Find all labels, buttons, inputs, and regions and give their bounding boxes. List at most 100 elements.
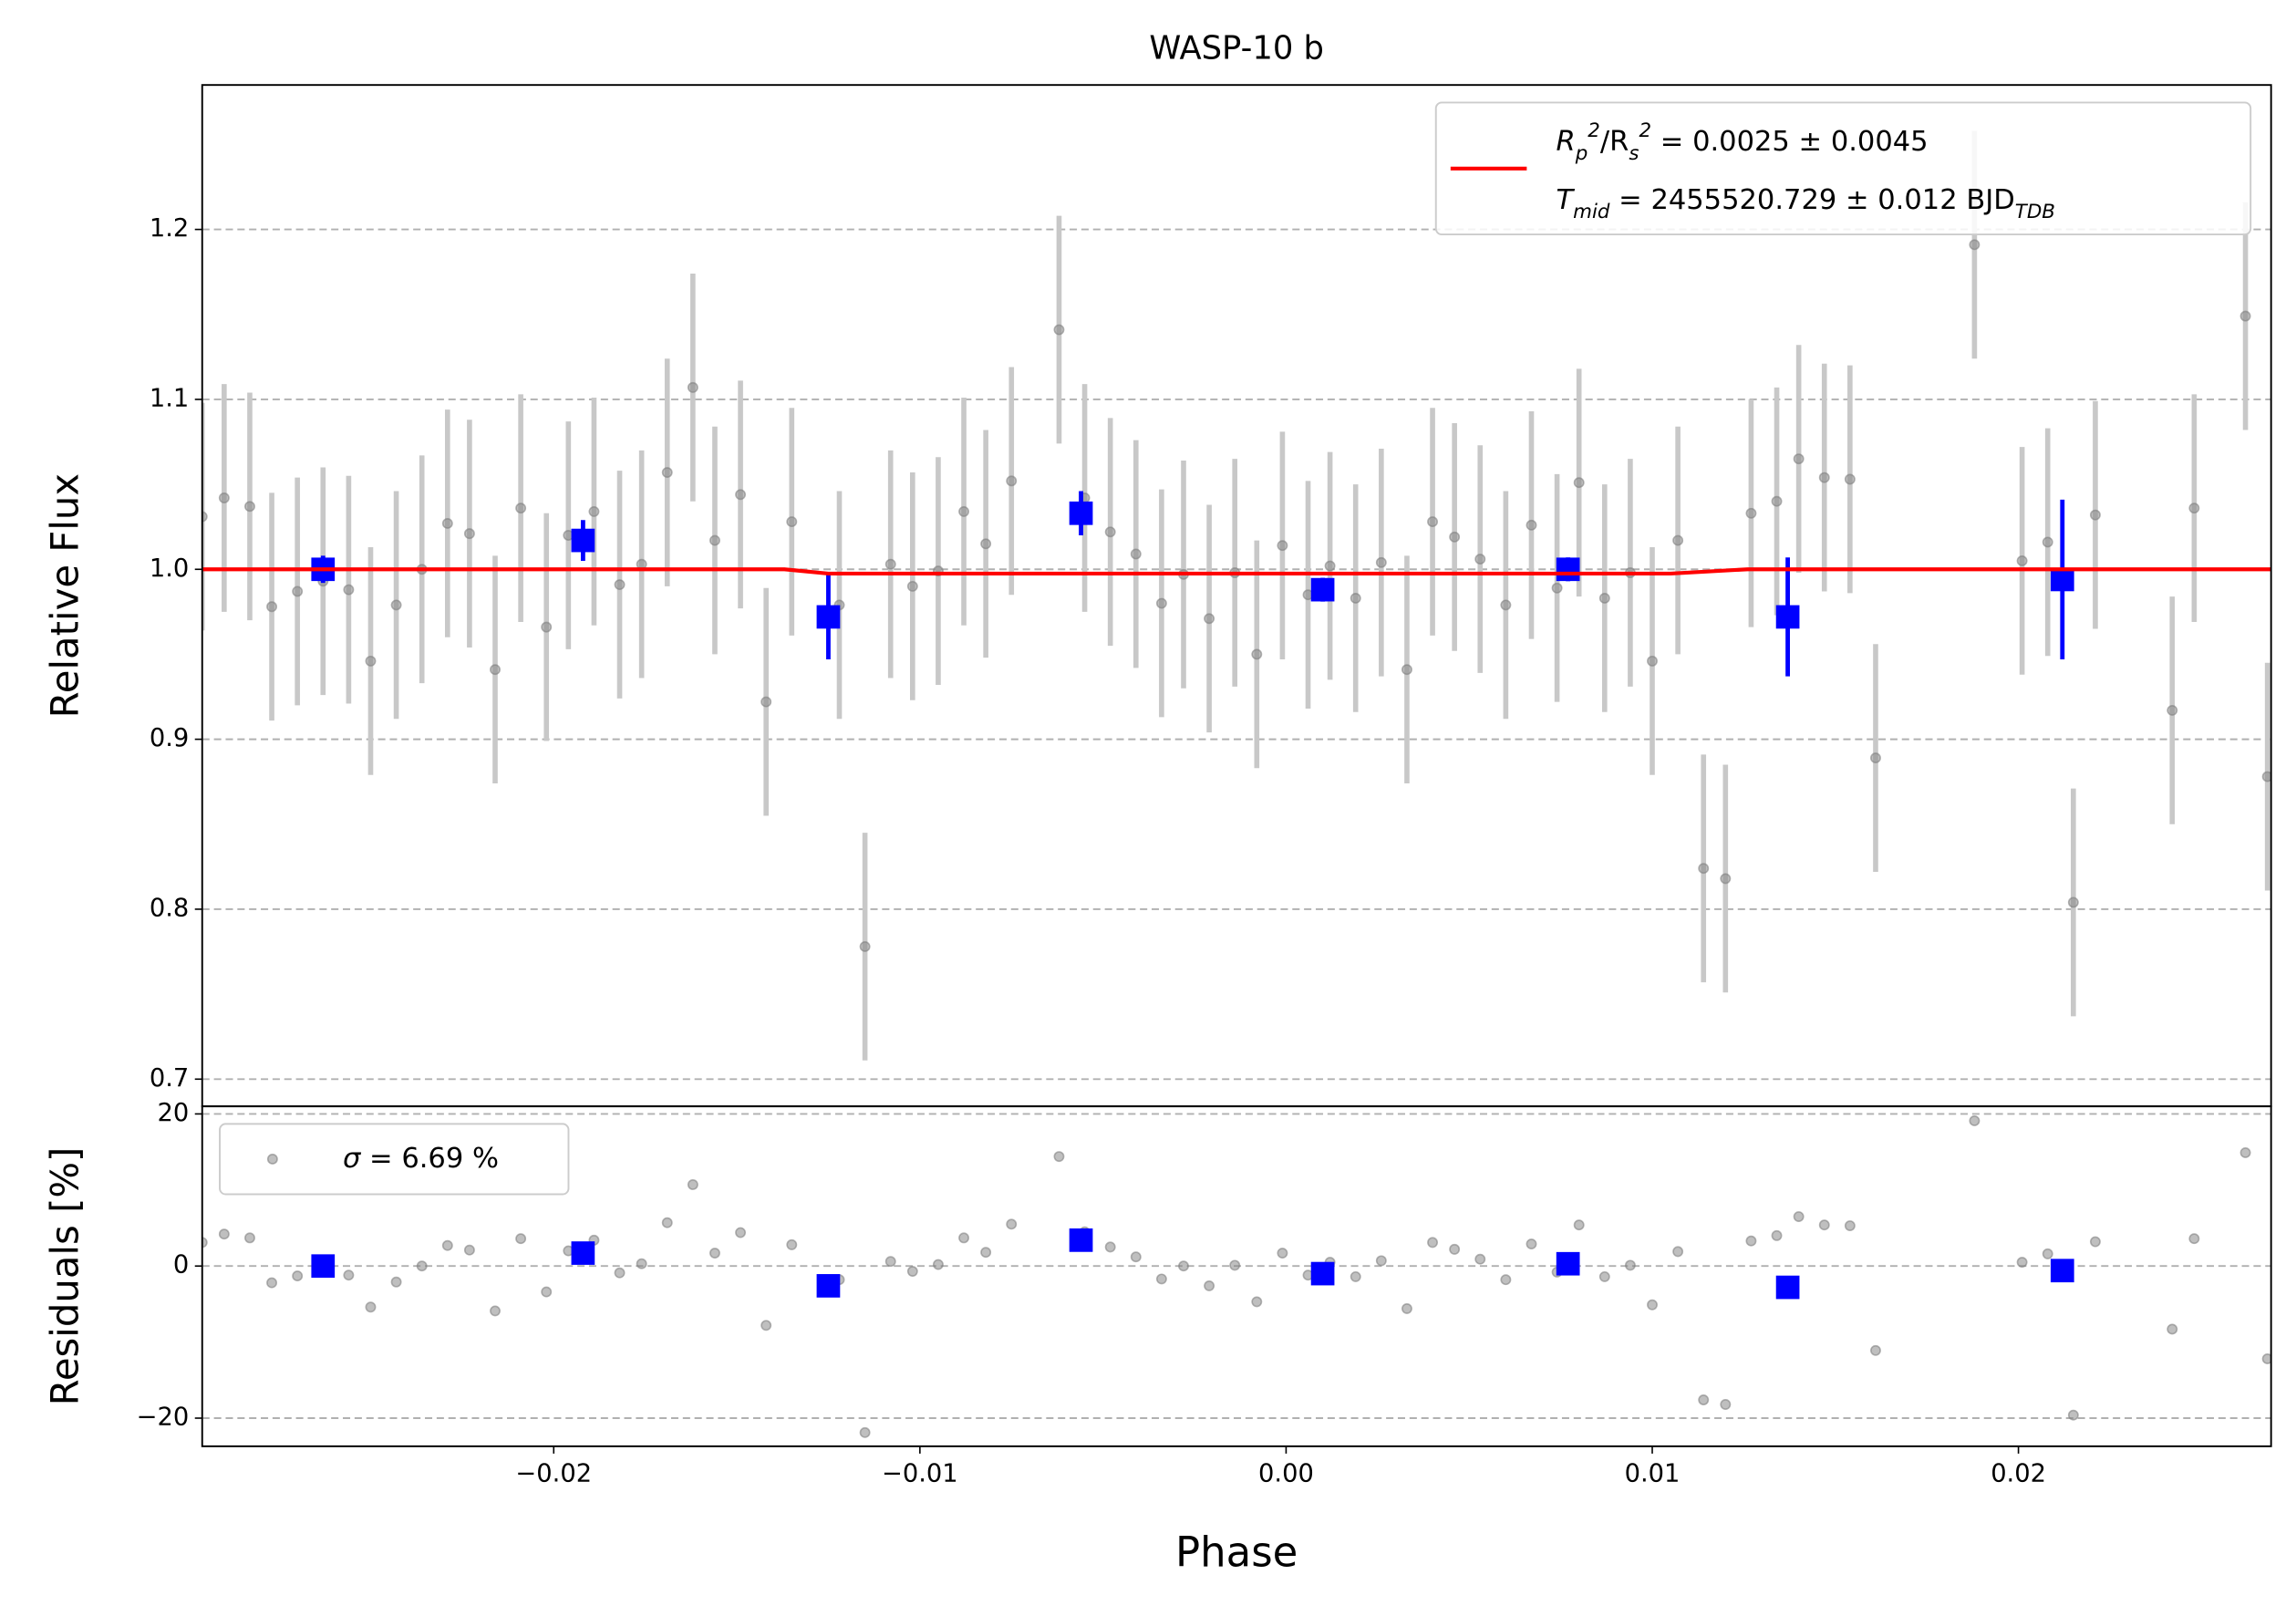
data-point [2089, 509, 2101, 521]
data-point [1745, 507, 1757, 519]
data-point [614, 1267, 626, 1279]
chart-title: WASP-10 b [1149, 29, 1324, 67]
data-point [958, 1232, 969, 1244]
data-point [1745, 1235, 1757, 1247]
data-point [1525, 519, 1537, 531]
data-point [490, 1305, 501, 1317]
y-tick-label: −20 [137, 1404, 190, 1432]
data-point [1277, 1248, 1288, 1259]
data-point [541, 1286, 553, 1298]
data-point [1053, 324, 1065, 336]
data-point [1401, 664, 1412, 676]
data-point [441, 1239, 453, 1251]
data-point [1104, 526, 1116, 538]
data-point [1204, 1280, 1215, 1291]
data-point [1771, 1229, 1783, 1241]
data-point [1375, 556, 1387, 568]
data-point [735, 1227, 747, 1238]
x-tick-label: 0.00 [1258, 1459, 1314, 1487]
data-point [786, 516, 798, 528]
binned-point [816, 1274, 841, 1298]
binned-point [311, 1254, 336, 1279]
data-point [2188, 1233, 2200, 1245]
data-point [343, 584, 355, 596]
legend-text: = 0.0025 ± 0.0045 [1651, 125, 1929, 157]
data-point [1870, 752, 1881, 764]
data-point [760, 696, 772, 708]
data-point [390, 599, 402, 611]
data-point [1053, 1151, 1065, 1163]
data-point [515, 1233, 527, 1245]
binned-point [1310, 1261, 1335, 1286]
data-point [1350, 1270, 1361, 1282]
data-point [1870, 1344, 1881, 1356]
data-point [980, 538, 992, 550]
legend-box [1434, 101, 2252, 236]
y-tick-label: 0.7 [150, 1064, 189, 1093]
legend-text: = 2455520.729 ± 0.012 BJD [1609, 184, 2014, 216]
data-point [2067, 1409, 2079, 1421]
data-point [218, 492, 230, 503]
data-point [1647, 655, 1658, 667]
data-point [244, 501, 255, 513]
x-tick-label: −0.02 [515, 1459, 592, 1487]
data-point [343, 1269, 355, 1281]
data-point [1500, 599, 1512, 611]
data-point [541, 621, 553, 633]
data-point [2167, 704, 2178, 716]
data-point [884, 558, 896, 570]
data-point [859, 940, 871, 952]
binned-point [1310, 577, 1335, 602]
data-point [1969, 1114, 1981, 1126]
data-point [365, 655, 377, 667]
data-point [490, 664, 501, 676]
data-point [1449, 531, 1461, 543]
legend-label: Rp2/Rs2 = 0.0025 ± 0.0045 [1557, 119, 1929, 164]
data-point [958, 505, 969, 517]
y-tick-label: 20 [158, 1099, 190, 1127]
binned-point [1775, 1275, 1800, 1300]
data-point [1427, 516, 1439, 528]
data-point [906, 580, 918, 592]
data-point [2239, 1147, 2251, 1158]
data-point [1818, 1219, 1830, 1231]
binned-point [1069, 1228, 1093, 1252]
data-point [2016, 554, 2028, 566]
x-tick-label: 0.01 [1625, 1459, 1681, 1487]
data-point [390, 1276, 402, 1288]
data-point [2261, 771, 2271, 782]
data-point [1006, 475, 1018, 487]
data-point [1449, 1243, 1461, 1255]
data-point [636, 1258, 647, 1269]
data-point [1277, 540, 1288, 552]
legend-text: 2 [1639, 119, 1652, 141]
data-point [687, 381, 698, 393]
data-point [1818, 471, 1830, 483]
data-point [1698, 1394, 1710, 1405]
binned-point [1775, 605, 1800, 629]
y-tick-label: 0.9 [150, 724, 189, 752]
data-point [1771, 495, 1783, 507]
data-point [441, 518, 453, 529]
data-point [1551, 582, 1563, 594]
data-point [2239, 310, 2251, 322]
legend-text: p [1575, 141, 1588, 164]
binned-point [2050, 1259, 2074, 1283]
data-point [1324, 560, 1336, 572]
axes-frame [201, 1105, 2272, 1447]
y-tick-label: 0.8 [150, 894, 189, 922]
binned-point [1556, 1251, 1580, 1276]
data-point [1672, 1246, 1684, 1258]
data-point [244, 1232, 255, 1244]
data-point [1229, 1259, 1241, 1271]
data-point [1969, 239, 1981, 251]
data-point [292, 1270, 304, 1282]
binned-point [1556, 557, 1580, 582]
data-point [661, 1217, 673, 1228]
binned-point [571, 528, 595, 553]
data-point [1525, 1238, 1537, 1249]
data-point [1720, 1399, 1732, 1410]
data-point [1672, 534, 1684, 546]
data-point [2042, 1248, 2053, 1259]
